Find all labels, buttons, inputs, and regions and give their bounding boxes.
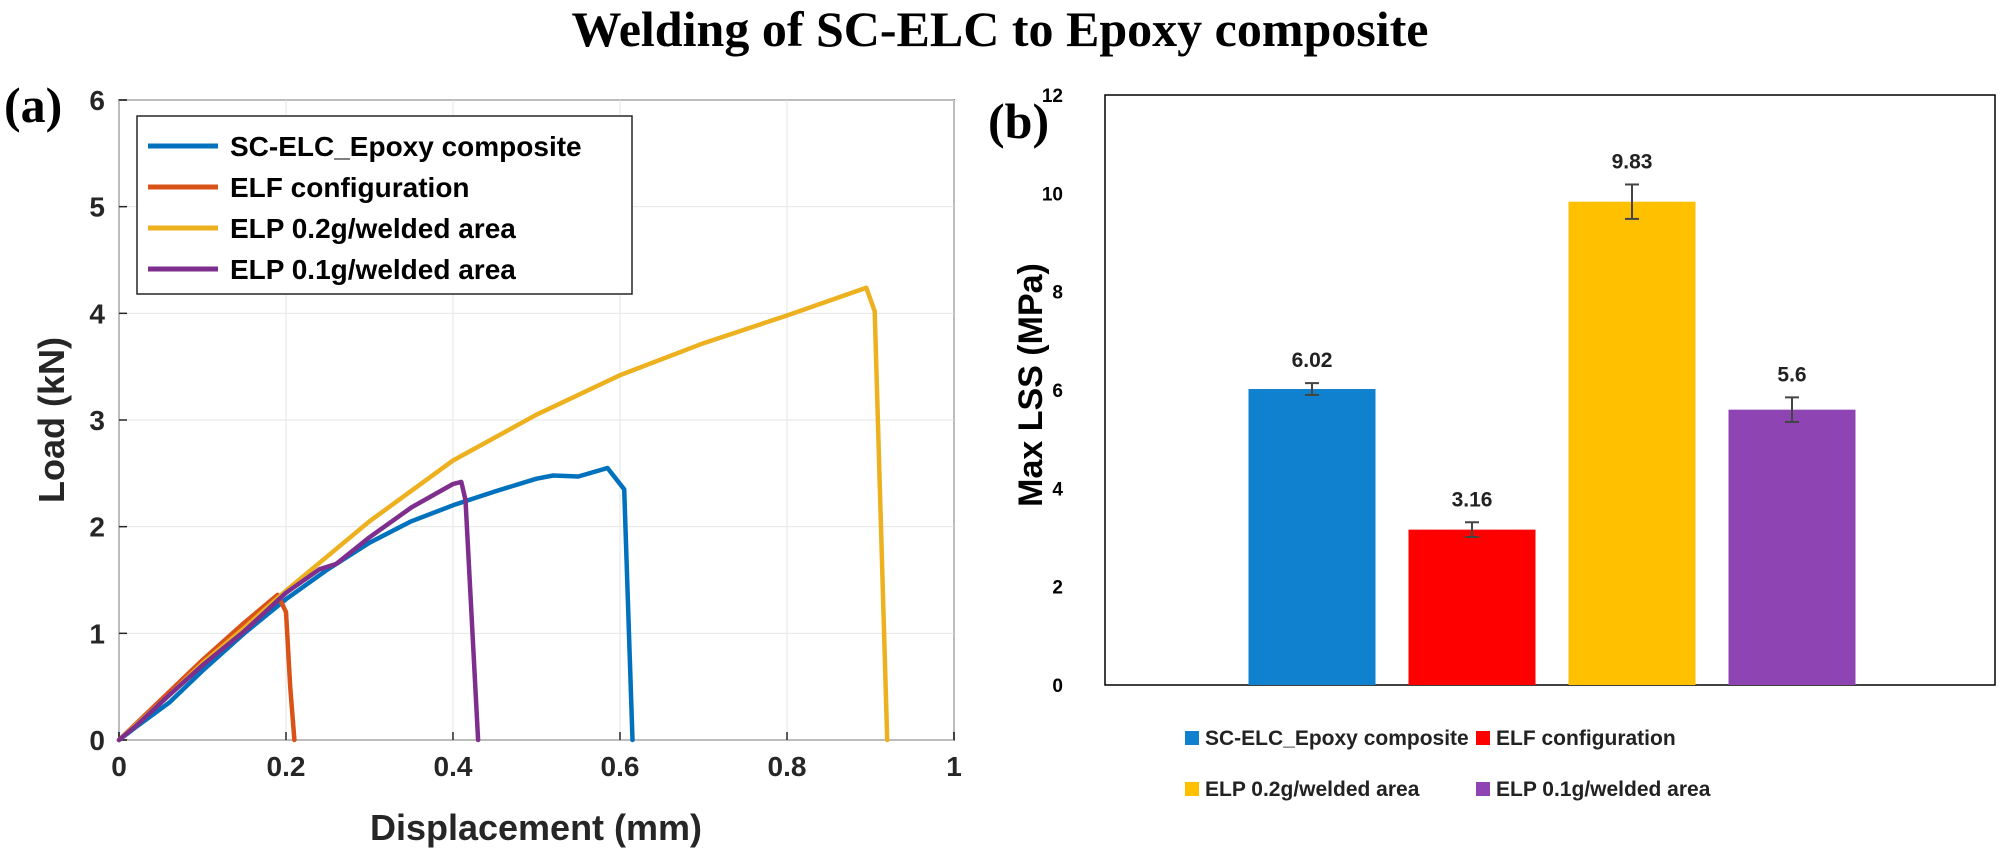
bar-1 <box>1408 529 1536 685</box>
bar-2 <box>1568 201 1696 686</box>
panel-a-legend-label: ELP 0.2g/welded area <box>230 213 516 244</box>
panel-a-x-tick-label: 0.6 <box>601 751 640 782</box>
panel-a-x-tick-label: 0.8 <box>768 751 807 782</box>
panel-b-legend-label: ELP 0.1g/welded area <box>1496 778 1711 801</box>
panel-a-y-tick-label: 3 <box>89 405 105 436</box>
bar-value-label: 6.02 <box>1292 349 1333 372</box>
panel-a-label: (a) <box>4 77 62 133</box>
panel-a-x-ticks: 0 0.2 0.4 0.6 0.8 1 <box>111 732 962 782</box>
panel-a-line-chart: (a) 0 0.2 0.4 0.6 0.8 1 0 1 2 3 4 5 6 Displacement … <box>4 77 962 848</box>
panel-b-legend-swatch <box>1476 731 1490 745</box>
panel-b-bar-chart: (b) 0 2 4 6 8 10 12 6.02 3.16 9.83 5.6 Max LSS (M… <box>988 86 1996 801</box>
panel-a-series-lines <box>116 285 890 743</box>
panel-a-y-tick-label: 0 <box>89 725 105 756</box>
panel-b-label: (b) <box>988 93 1049 149</box>
panel-b-y-tick-label: 12 <box>1042 86 1063 107</box>
panel-a-legend-box <box>136 115 633 295</box>
panel-b-y-tick-label: 6 <box>1052 381 1063 402</box>
panel-b-plot-area <box>1104 94 1996 686</box>
panel-a-legend-label: SC-ELC_Epoxy composite <box>230 131 582 162</box>
panel-a-x-tick-label: 0 <box>111 751 127 782</box>
panel-b-bars: 6.02 3.16 9.83 5.6 <box>1248 150 1856 686</box>
panel-b-legend-swatch <box>1476 782 1490 796</box>
series-line-3 <box>116 479 481 743</box>
panel-a-y-axis-label: Load (kN) <box>31 337 72 503</box>
panel-b-y-tick-label: 8 <box>1052 283 1063 304</box>
series-line-0 <box>116 465 635 743</box>
panel-b-y-tick-label: 10 <box>1042 184 1063 205</box>
panel-a-y-tick-label: 6 <box>89 85 105 116</box>
bar-3 <box>1728 409 1856 685</box>
panel-b-legend-label: ELP 0.2g/welded area <box>1205 778 1420 801</box>
panel-a-x-tick-label: 0.4 <box>434 751 473 782</box>
panel-a-y-tick-label: 1 <box>89 618 105 649</box>
panel-b-y-tick-label: 4 <box>1052 479 1063 500</box>
panel-b-legend-label: ELF configuration <box>1496 727 1676 750</box>
panel-a-legend-label: ELF configuration <box>230 172 470 203</box>
panel-b-legend: SC-ELC_Epoxy composite ELF configuration E… <box>1185 727 1711 801</box>
panel-a-legend: SC-ELC_Epoxy composite ELF configuration E… <box>136 115 633 295</box>
panel-b-y-tick-label: 0 <box>1052 676 1063 697</box>
panel-a-y-tick-label: 5 <box>89 192 105 223</box>
panel-a-x-axis-label: Displacement (mm) <box>370 807 702 848</box>
bar-value-label: 5.6 <box>1777 363 1806 386</box>
figure-title: Welding of SC-ELC to Epoxy composite <box>571 1 1428 57</box>
panel-b-y-ticks: 0 2 4 6 8 10 12 <box>1042 86 1064 697</box>
panel-b-y-tick-label: 2 <box>1052 578 1063 599</box>
bar-0 <box>1248 389 1376 685</box>
bar-value-label: 9.83 <box>1612 150 1653 173</box>
panel-a-y-tick-label: 2 <box>89 512 105 543</box>
panel-b-legend-swatch <box>1185 731 1199 745</box>
panel-b-legend-swatch <box>1185 782 1199 796</box>
bar-value-label: 3.16 <box>1452 488 1493 511</box>
panel-b-legend-label: SC-ELC_Epoxy composite <box>1205 727 1469 750</box>
panel-a-x-tick-label: 0.2 <box>267 751 306 782</box>
panel-a-legend-label: ELP 0.1g/welded area <box>230 254 516 285</box>
panel-b-y-axis-label: Max LSS (MPa) <box>1012 263 1050 507</box>
panel-a-y-tick-label: 4 <box>89 298 105 329</box>
panel-a-x-tick-label: 1 <box>946 751 962 782</box>
